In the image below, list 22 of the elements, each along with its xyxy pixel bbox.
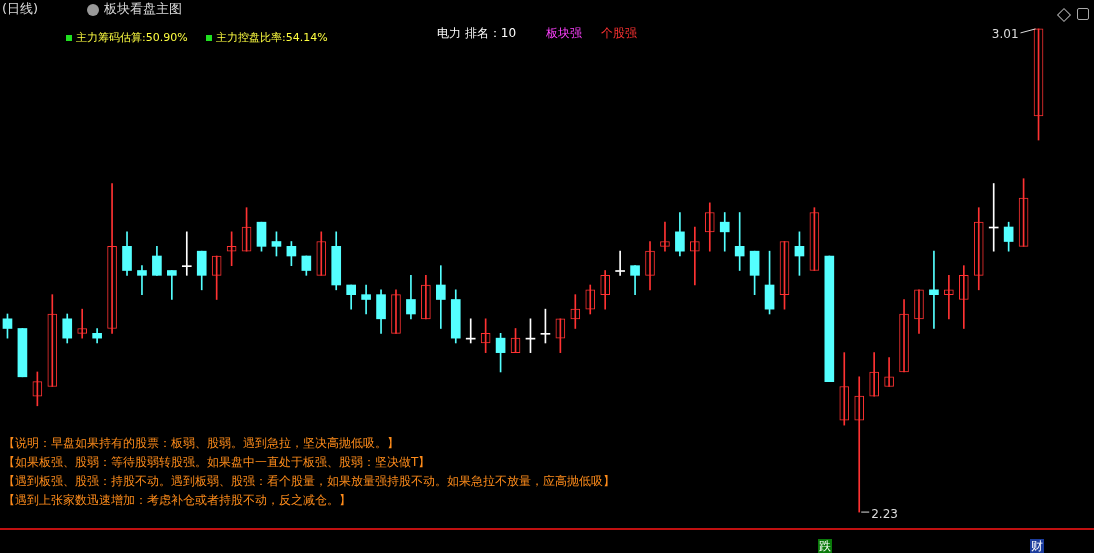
annotation: 2.23 [871, 507, 898, 522]
annotation: 【遇到板强、股强：持股不动。遇到板弱、股强：看个股量，如果放量强持股不动。如果急拉不放量，应高抛低吸】 [3, 474, 615, 488]
annotation: 板块强 [546, 26, 582, 40]
annotation: 个股强 [601, 26, 637, 40]
candlestick [181, 231, 192, 276]
candlestick [615, 250, 625, 276]
annotation: 主力筹码估算:50.90% [76, 31, 188, 45]
candlestick [167, 270, 177, 300]
text: 跌 [818, 539, 832, 553]
candlestick [824, 255, 835, 382]
annotation: 电力 排名：10 [437, 26, 517, 40]
candlestick [929, 250, 939, 329]
annotation: 【如果板强、股弱：等待股弱转股强。如果盘中一直处于板强、股弱：坚决做T】 [3, 455, 431, 469]
candlestick [361, 284, 371, 315]
text: 财 [1030, 539, 1044, 553]
candlestick [137, 265, 147, 295]
annotation: 【遇到上张家数迅速增加：考虑补仓或者持股不动，反之减仓。】 [3, 493, 351, 507]
annotation: 主力控盘比率:54.14% [216, 31, 328, 45]
chart-subtitle: 板块看盘主图 [104, 1, 182, 16]
chart-title: (日线) [2, 1, 39, 16]
annotation: 3.01 [991, 27, 1019, 42]
annotation: 【说明：早盘如果持有的股票：板弱、股弱。遇到急拉，坚决高抛低吸。】 [3, 436, 399, 450]
